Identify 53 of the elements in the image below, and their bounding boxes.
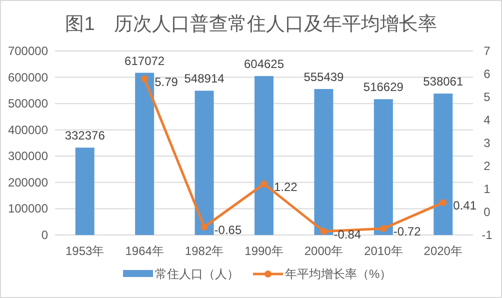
- y2-tick-label: -1: [482, 228, 493, 242]
- y2-tick-label: 0: [484, 205, 491, 219]
- y-tick-label: 0: [41, 228, 48, 242]
- x-tick-label: 1964年: [125, 244, 164, 258]
- y2-tick-label: 2: [484, 159, 491, 173]
- bar: [135, 72, 154, 235]
- data-label: 1.22: [274, 180, 298, 194]
- x-tick-label: 1982年: [184, 244, 224, 258]
- bar: [254, 76, 274, 235]
- point: [320, 228, 328, 235]
- bar: [314, 89, 334, 235]
- chart-title: 图1 历次人口普查常住人口及年平均增长率: [65, 13, 437, 35]
- x-tick-label: 2010年: [364, 244, 403, 258]
- bar: [374, 99, 393, 235]
- point: [260, 180, 268, 188]
- bar: [75, 148, 94, 235]
- point: [200, 223, 208, 230]
- data-label: -0.72: [393, 224, 422, 239]
- y2-tick-label: 6: [484, 67, 491, 81]
- bar: [194, 90, 214, 235]
- data-label: 0.41: [453, 198, 477, 213]
- point: [380, 225, 387, 232]
- data-label: 516629: [363, 80, 404, 94]
- data-label: 5.79: [154, 74, 178, 89]
- y2-tick-label: 3: [484, 136, 491, 150]
- data-label: 538061: [423, 74, 464, 89]
- data-label: 617072: [124, 54, 165, 68]
- point: [141, 75, 148, 82]
- y2-tick-label: 1: [484, 182, 491, 196]
- y-tick-label: 500000: [8, 96, 48, 111]
- data-label: 548914: [184, 72, 225, 86]
- y2-tick-label: 5: [484, 90, 491, 104]
- y-tick-label: 200000: [8, 175, 48, 190]
- point: [440, 199, 447, 206]
- legend-label: 年平均增长率（%）: [285, 267, 392, 281]
- y2-tick-label: 7: [484, 44, 491, 58]
- y-tick-label: 400000: [8, 122, 48, 137]
- data-label: 604625: [244, 57, 284, 72]
- x-tick-label: 2020年: [424, 244, 462, 258]
- x-tick-label: 1990年: [244, 244, 284, 258]
- x-tick-label: 2000年: [304, 244, 344, 258]
- data-label: 555439: [304, 70, 344, 84]
- legend-label: 常住人口（人）: [155, 267, 239, 281]
- data-label: -0.65: [214, 222, 242, 237]
- data-label: 332376: [64, 128, 106, 143]
- y2-tick-label: 4: [484, 113, 491, 127]
- y-tick-label: 600000: [8, 70, 48, 84]
- data-label: -0.84: [334, 227, 362, 242]
- y-tick-label: 700000: [8, 44, 48, 58]
- x-tick-label: 1953年: [66, 244, 104, 258]
- y-tick-label: 300000: [8, 149, 48, 164]
- y-tick-label: 100000: [8, 202, 48, 216]
- bar: [434, 94, 453, 235]
